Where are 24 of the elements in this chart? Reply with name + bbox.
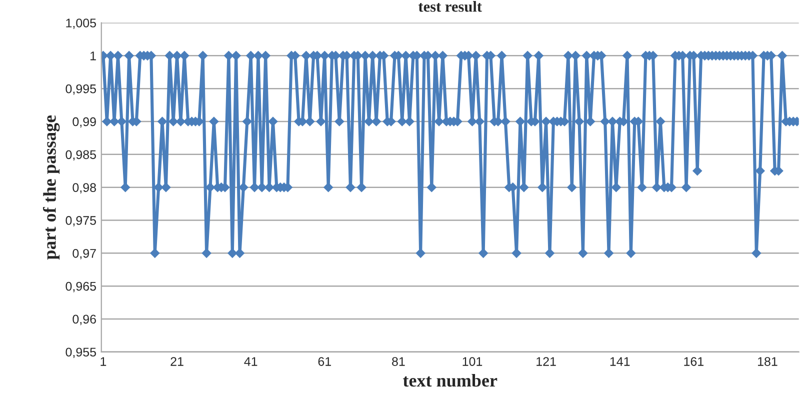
- y-axis-title: part of the passage: [42, 115, 60, 260]
- x-tick-label: 121: [536, 357, 556, 366]
- y-tick-label: 0,97: [72, 248, 96, 260]
- x-tick-label: 21: [170, 357, 184, 366]
- x-tick-label: 41: [244, 357, 258, 366]
- x-tick-label: 101: [462, 357, 482, 366]
- x-axis-title: text number: [403, 374, 498, 387]
- x-tick-label: 181: [758, 357, 778, 366]
- x-tick-label: 161: [684, 357, 704, 366]
- y-tick-label: 0,955: [66, 348, 96, 358]
- y-tick-label: 0,975: [66, 216, 96, 226]
- y-tick-label: 1,005: [66, 18, 96, 29]
- y-tick-label: 0,98: [72, 183, 96, 194]
- y-tick-label: 0,99: [72, 117, 96, 128]
- y-tick-label: 0,96: [72, 314, 96, 326]
- chart-title: test result: [418, 1, 482, 12]
- y-tick-label: 0,995: [66, 84, 96, 95]
- x-tick-label: 1: [100, 357, 106, 366]
- y-tick-label: 0,965: [66, 282, 96, 292]
- y-tick-label: 0,985: [66, 150, 96, 161]
- x-tick-label: 81: [392, 357, 405, 366]
- x-tick-label: 61: [318, 357, 331, 366]
- x-tick-label: 141: [610, 357, 630, 366]
- y-tick-label: 1: [90, 52, 96, 60]
